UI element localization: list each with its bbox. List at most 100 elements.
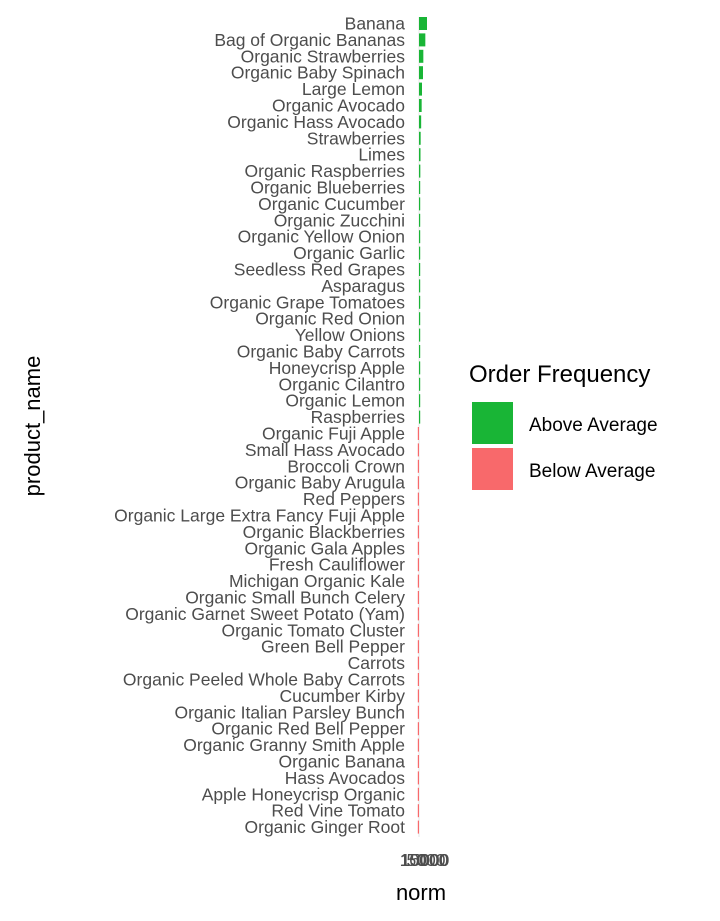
bar <box>417 705 419 719</box>
y-tick-label: Cucumber Kirby <box>280 686 406 706</box>
bar <box>417 591 419 604</box>
bar <box>417 525 419 539</box>
legend-label-above: Above Average <box>529 415 658 436</box>
y-tick-label: Large Lemon <box>302 79 405 99</box>
y-tick-label: Organic Zucchini <box>274 210 405 230</box>
bar <box>417 607 419 621</box>
y-tick-label: Organic Lemon <box>285 391 405 411</box>
y-tick-label: Organic Baby Spinach <box>231 63 405 83</box>
bar <box>419 263 421 276</box>
y-tick-label: Organic Strawberries <box>241 46 406 66</box>
y-tick-label: Michigan Organic Kale <box>229 571 405 591</box>
bar <box>419 131 421 145</box>
y-tick-label: Organic Ginger Root <box>245 817 406 837</box>
bar <box>417 656 419 670</box>
bar <box>419 164 421 178</box>
bar <box>417 787 419 801</box>
bar <box>417 492 419 506</box>
y-tick-label: Organic Blackberries <box>243 522 406 542</box>
bar <box>417 476 419 490</box>
bar <box>419 377 421 391</box>
bar <box>419 394 421 408</box>
y-tick-label: Organic Peeled Whole Baby Carrots <box>123 670 405 690</box>
bar <box>419 82 422 96</box>
y-tick-label: Organic Red Onion <box>255 309 405 329</box>
bar <box>419 295 421 309</box>
bar <box>419 345 421 358</box>
y-tick-label: Organic Baby Arugula <box>235 473 406 493</box>
y-tick-label: Organic Avocado <box>272 96 405 116</box>
bar <box>417 771 419 785</box>
legend-title: Order Frequency <box>469 361 650 388</box>
bar <box>419 66 423 80</box>
y-tick-label: Organic Fuji Apple <box>262 424 405 444</box>
bar <box>417 689 419 703</box>
y-tick-label: Organic Granny Smith Apple <box>183 735 405 755</box>
y-tick-label: Green Bell Pepper <box>261 637 405 657</box>
y-tick-label: Organic Red Bell Pepper <box>211 719 405 739</box>
y-tick-label: Seedless Red Grapes <box>234 260 405 280</box>
legend-swatch-below <box>472 448 513 490</box>
y-tick-label: Organic Banana <box>279 752 406 772</box>
y-tick-label: Apple Honeycrisp Organic <box>202 784 406 804</box>
y-tick-label: Banana <box>345 14 406 34</box>
bar <box>419 213 421 227</box>
y-tick-label: Strawberries <box>307 128 405 148</box>
bar <box>419 33 426 47</box>
bar <box>419 230 421 244</box>
bar <box>419 410 421 424</box>
y-tick-label: Organic Baby Carrots <box>237 342 406 362</box>
y-tick-label: Small Hass Avocado <box>245 440 405 460</box>
y-tick-label: Fresh Cauliflower <box>269 555 405 575</box>
bar <box>419 148 421 162</box>
y-tick-label: Organic Small Bunch Celery <box>185 588 405 608</box>
y-axis-title: product_name <box>20 356 45 497</box>
bar <box>417 820 419 834</box>
bar <box>417 443 419 457</box>
bar <box>419 17 427 30</box>
y-tick-label: Organic Gala Apples <box>244 538 405 558</box>
x-tick-label: 15000 <box>401 850 450 870</box>
legend-swatch-above <box>472 402 513 444</box>
y-tick-label: Honeycrisp Apple <box>269 358 405 378</box>
y-tick-label: Red Vine Tomato <box>271 801 405 821</box>
bar <box>419 49 424 63</box>
bar <box>417 459 419 473</box>
legend-label-below: Below Average <box>529 461 655 482</box>
bar <box>417 509 419 522</box>
legend: Order Frequency Above Average Below Aver… <box>469 361 658 490</box>
bar <box>417 558 419 572</box>
y-tick-label: Organic Hass Avocado <box>227 112 405 132</box>
y-tick-label: Organic Blueberries <box>250 178 405 198</box>
bar <box>417 541 419 555</box>
y-tick-label: Organic Yellow Onion <box>238 227 405 247</box>
y-tick-label: Organic Raspberries <box>245 161 406 181</box>
y-tick-label: Yellow Onions <box>295 325 406 345</box>
bar <box>417 804 419 818</box>
y-tick-label: Organic Garnet Sweet Potato (Yam) <box>125 604 405 624</box>
y-tick-label: Asparagus <box>321 276 405 296</box>
y-tick-label: Organic Tomato Cluster <box>221 620 405 640</box>
bar <box>417 738 419 752</box>
y-tick-label: Red Peppers <box>303 489 405 509</box>
bar <box>419 246 421 260</box>
y-tick-label: Organic Grape Tomatoes <box>210 292 405 312</box>
y-tick-label: Organic Cilantro <box>279 374 405 394</box>
x-axis-title: norm <box>396 880 446 905</box>
bars-group <box>417 17 427 837</box>
bar <box>417 427 419 440</box>
y-tick-label: Carrots <box>348 653 406 673</box>
bar <box>417 722 419 736</box>
y-tick-label: Organic Large Extra Fancy Fuji Apple <box>114 506 405 526</box>
bar <box>419 361 421 375</box>
bar <box>419 99 422 112</box>
bar <box>419 181 421 194</box>
y-tick-label: Organic Garlic <box>293 243 405 263</box>
bar <box>419 197 421 211</box>
bar <box>417 755 419 768</box>
bar <box>417 623 419 637</box>
x-tick-label: 5000 <box>407 850 446 870</box>
bar <box>419 279 421 293</box>
